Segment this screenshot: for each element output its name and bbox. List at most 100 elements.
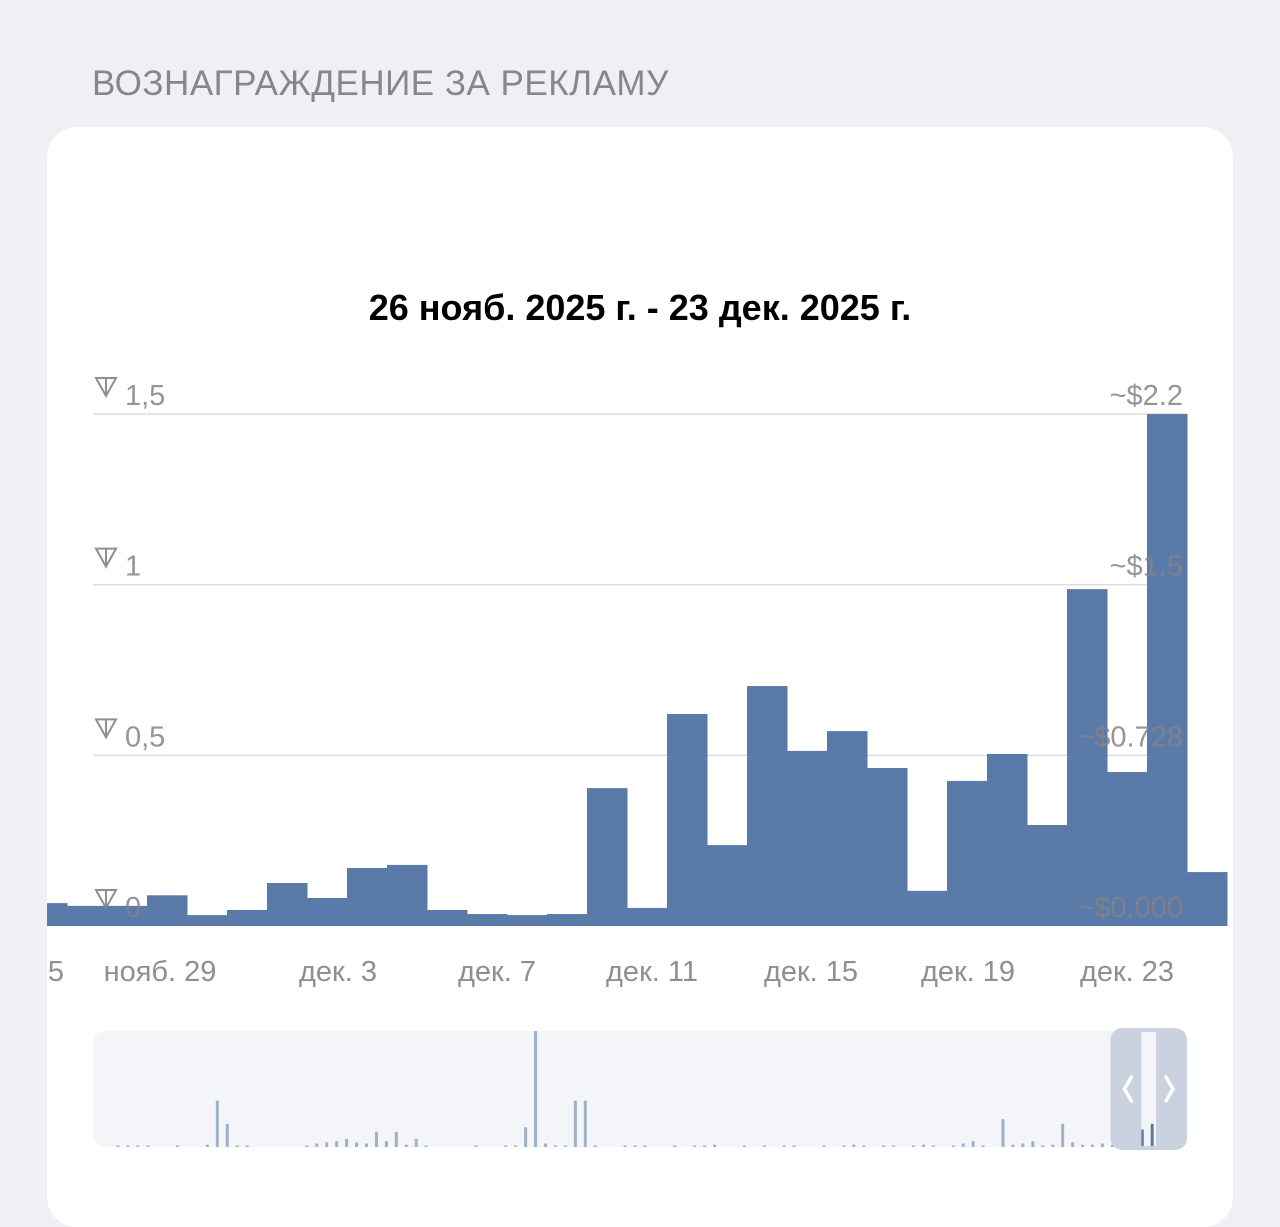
- navigator-window-bottom: [1141, 1146, 1156, 1150]
- ton-icon: [94, 377, 118, 399]
- overview-bar: [374, 1131, 378, 1147]
- bar-дек-5: [427, 909, 468, 926]
- section-title: ВОЗНАГРАЖДЕНИЕ ЗА РЕКЛАМУ: [92, 64, 669, 103]
- bar-дек-14: [787, 750, 828, 926]
- overview-bar: [623, 1145, 627, 1147]
- overview-bar: [544, 1143, 548, 1147]
- y-tick-label-right: ~$2.2: [1110, 380, 1183, 412]
- bar-дек-4: [387, 864, 428, 926]
- overview-bar: [961, 1143, 965, 1147]
- overview-bar: [971, 1141, 975, 1147]
- overview-bar: [474, 1145, 478, 1147]
- overview-bar: [1001, 1119, 1005, 1147]
- overview-bar: [1031, 1141, 1035, 1147]
- overview-bar: [563, 1145, 567, 1147]
- overview-bar: [862, 1145, 866, 1147]
- overview-bar: [1021, 1143, 1025, 1147]
- ton-icon: [94, 718, 118, 740]
- bar-дек-15: [827, 731, 868, 926]
- overview-bar: [1061, 1123, 1065, 1147]
- overview-bar: [782, 1145, 786, 1147]
- overview-bar: [1041, 1145, 1045, 1147]
- chevron-left-icon: [1122, 1075, 1134, 1103]
- overview-bar: [882, 1145, 886, 1147]
- bar-дек-2: [307, 898, 348, 926]
- overview-bar: [951, 1145, 955, 1147]
- revenue-bar-chart: 0 ~$0.000 0,5 ~$0.728 1 ~$1.5 1,5 ~$2.2 5 нояб. 2…: [47, 377, 1228, 1150]
- overview-bar: [424, 1145, 428, 1147]
- overview-bar: [514, 1145, 518, 1147]
- bar-нояб-28: [147, 895, 188, 926]
- overview-bar: [703, 1145, 707, 1147]
- x-tick-label: 5: [48, 956, 64, 988]
- bar-дек-22: [1107, 772, 1148, 926]
- overview-bar: [643, 1145, 647, 1147]
- overview-bar: [1051, 1144, 1055, 1147]
- y-tick-label-right: ~$0.728: [1077, 721, 1183, 753]
- bar-дек-3: [347, 867, 388, 926]
- overview-bar: [384, 1141, 388, 1147]
- overview-bar: [633, 1145, 637, 1147]
- overview-bar: [205, 1144, 209, 1147]
- bar-дек-20: [1027, 824, 1068, 926]
- bar-дек-23: [1147, 414, 1188, 926]
- overview-bar: [305, 1145, 309, 1147]
- overview-bar: [842, 1145, 846, 1147]
- overview-bar: [176, 1145, 180, 1147]
- overview-bar: [583, 1100, 587, 1147]
- navigator-window-top: [1141, 1028, 1156, 1032]
- overview-bar: [504, 1145, 508, 1147]
- overview-bar: [1140, 1129, 1144, 1147]
- bar-дек-10: [627, 907, 668, 926]
- x-tick-label: дек. 3: [299, 956, 377, 988]
- overview-bar: [215, 1100, 219, 1147]
- bar-нояб-26: [67, 905, 108, 926]
- overview-bar: [414, 1138, 418, 1147]
- overview-bar: [981, 1145, 985, 1147]
- bar-дек-8: [547, 914, 588, 926]
- bar-дек-24: [1187, 872, 1228, 926]
- overview-bar: [534, 1031, 538, 1147]
- ton-icon: [94, 547, 118, 569]
- date-range-title[interactable]: 26 нояб. 2025 г. - 23 дек. 2025 г.: [368, 287, 912, 328]
- bar-дек-7: [507, 915, 548, 926]
- bar-дек-6: [467, 914, 508, 926]
- y-tick-label-right: ~$0.000: [1077, 892, 1183, 924]
- overview-bar: [365, 1143, 368, 1147]
- x-tick-label: дек. 11: [606, 956, 698, 988]
- bar-нояб-29: [187, 915, 228, 926]
- overview-bar: [693, 1145, 697, 1147]
- overview-bar: [1100, 1143, 1104, 1147]
- overview-bar: [325, 1142, 329, 1147]
- bar-дек-17: [907, 890, 948, 926]
- y-tick-label-left: 1: [125, 551, 141, 583]
- bar-дек-9: [587, 788, 628, 926]
- overview-bar: [931, 1145, 935, 1147]
- overview-bar: [315, 1143, 319, 1147]
- overview-navigator[interactable]: [93, 1031, 1187, 1147]
- overview-bar: [792, 1145, 796, 1147]
- bar-нояб-25: [47, 903, 68, 926]
- bar-дек-18: [947, 780, 988, 926]
- overview-bar: [762, 1145, 766, 1147]
- overview-bar: [1081, 1144, 1085, 1147]
- overview-bar: [146, 1145, 150, 1147]
- overview-bar: [235, 1145, 239, 1147]
- overview-bar: [404, 1144, 408, 1147]
- overview-bar: [1110, 1144, 1114, 1147]
- overview-bar: [335, 1141, 339, 1147]
- overview-bar: [136, 1145, 140, 1147]
- overview-bar: [355, 1142, 359, 1147]
- overview-bar: [921, 1144, 925, 1147]
- overview-bar: [713, 1144, 717, 1147]
- overview-bar: [852, 1144, 856, 1147]
- y-tick-label-left: 1,5: [125, 380, 165, 412]
- bar-дек-16: [867, 767, 908, 926]
- bar-дек-21: [1067, 589, 1108, 926]
- x-tick-label: дек. 15: [764, 956, 858, 988]
- bar-дек-1: [267, 882, 308, 926]
- overview-bar: [116, 1145, 120, 1147]
- overview-bar: [225, 1123, 229, 1147]
- overview-bar: [126, 1145, 130, 1147]
- bar-дек-19: [987, 753, 1028, 926]
